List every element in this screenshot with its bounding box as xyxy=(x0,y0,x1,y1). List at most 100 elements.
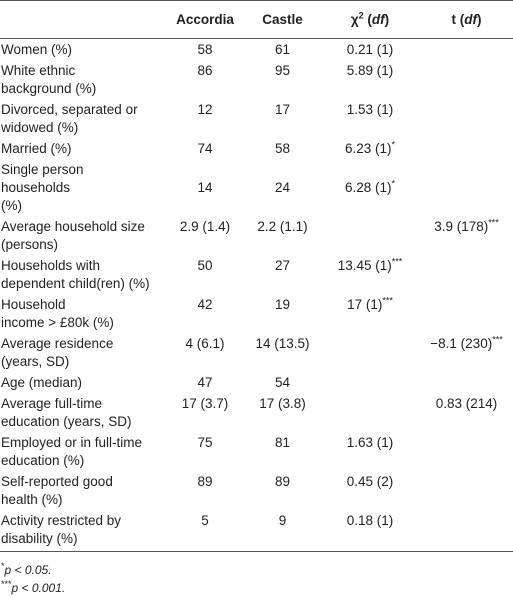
value-cell xyxy=(420,432,513,471)
value-cell: 0.45 (2) xyxy=(346,473,394,489)
label-line: households xyxy=(1,179,71,195)
value-cell xyxy=(420,471,513,510)
table-row: Average household size (persons) 2.9 (1.4)… xyxy=(0,216,513,255)
value-cell: 0.18 (1) xyxy=(320,510,420,552)
row-label: Households with dependent child(ren) (%) xyxy=(0,255,165,294)
table-body: Women (%) 58 61 0.21 (1) White ethnic backgro… xyxy=(0,39,513,552)
value-cell: 1.63 (1) xyxy=(346,434,394,450)
value-cell: 6.28 (1)* xyxy=(344,178,396,195)
label-line: Average residence xyxy=(1,335,114,351)
value-cell: 5.89 (1) xyxy=(346,62,394,78)
header-row: Accordia Castle χ2 (df) t (df) xyxy=(0,0,513,39)
label-line: Divorced, separated or xyxy=(1,101,138,117)
value-cell: 95 xyxy=(274,62,291,78)
label-line: Age (median) xyxy=(1,374,83,390)
row-label: Household income > £80k (%) xyxy=(0,294,165,333)
significance: *** xyxy=(492,334,503,344)
value-cell: 27 xyxy=(274,257,291,273)
footnote: ***p < 0.001. xyxy=(1,579,513,597)
footnote: *p < 0.05. xyxy=(1,561,513,579)
value-cell: 9 xyxy=(245,510,320,552)
value-cell: 2.2 (1.1) xyxy=(257,218,308,234)
table-row: Divorced, separated or widowed (%) 12 17 1.5… xyxy=(0,99,513,138)
label-line: background (%) xyxy=(1,80,97,96)
value-cell: 14 (13.5) xyxy=(255,335,310,351)
value-cell xyxy=(420,294,513,333)
label-line: Households with dependent child(ren) (%) xyxy=(1,257,150,291)
label-line: Self-reported good xyxy=(1,473,113,489)
table-row: Age (median) 47 54 xyxy=(0,372,513,393)
text-part: 2 xyxy=(358,10,364,21)
label-line: Employed or in full-time xyxy=(1,434,143,450)
value-cell xyxy=(420,138,513,159)
significance: * xyxy=(391,178,396,188)
row-label: Age (median) xyxy=(0,372,165,393)
value-cell: 19 xyxy=(274,296,291,312)
text-part: ) xyxy=(384,12,390,27)
value-cell: 6.23 (1)* xyxy=(344,139,396,156)
column-header: t (df) xyxy=(420,0,513,39)
text-part: ( xyxy=(363,12,372,27)
label-line: (years, SD) xyxy=(1,353,70,369)
significance: *** xyxy=(382,295,393,305)
value-cell xyxy=(320,216,420,255)
label-line: Women (%) xyxy=(1,41,73,57)
value-cell xyxy=(320,372,420,393)
row-label: Self-reported good health (%) xyxy=(0,471,165,510)
table-row: Self-reported good health (%) 89 89 0.45 (2) xyxy=(0,471,513,510)
value-cell: 61 xyxy=(274,41,291,57)
value-cell xyxy=(420,60,513,99)
row-label: Average household size (persons) xyxy=(0,216,165,255)
value-cell: 13.45 (1)*** xyxy=(337,256,403,273)
value-cell xyxy=(420,372,513,393)
value-cell: 89 xyxy=(274,473,291,489)
value-cell xyxy=(420,510,513,552)
text-part: *** xyxy=(1,578,12,589)
significance: *** xyxy=(488,217,499,227)
text-part: t ( xyxy=(451,12,465,27)
row-label: Average full-time education (years, SD) xyxy=(0,393,165,432)
table-row: Average residence (years, SD) 4 (6.1) 14 (1… xyxy=(0,333,513,372)
value-cell: 58 xyxy=(274,140,291,156)
label-line: (%) xyxy=(1,197,22,213)
label-line: income > £80k (%) xyxy=(1,314,114,330)
value-cell: 14 xyxy=(197,179,213,195)
value-cell xyxy=(420,159,513,216)
label-line: Single person xyxy=(1,161,84,177)
row-label: Average residence (years, SD) xyxy=(0,333,165,372)
column-header: Castle xyxy=(245,0,320,39)
text-part: Accordia xyxy=(176,12,234,27)
table-row: Average full-time education (years, SD) 17… xyxy=(0,393,513,432)
value-cell: −8.1 (230)*** xyxy=(430,334,503,351)
value-cell xyxy=(320,333,420,372)
value-cell: 89 xyxy=(197,473,213,489)
table-row: Household income > £80k (%) 42 19 17 (1)*** xyxy=(0,294,513,333)
value-cell: 74 xyxy=(197,140,213,156)
column-header: χ2 (df) xyxy=(320,0,420,39)
text-part: χ xyxy=(350,12,359,27)
label-line: disability (%) xyxy=(1,530,78,546)
header-cell xyxy=(0,0,165,39)
table-row: Women (%) 58 61 0.21 (1) xyxy=(0,39,513,61)
significance: * xyxy=(391,139,396,149)
label-line: Married (%) xyxy=(1,140,72,156)
table-row: Married (%) 74 58 6.23 (1)* xyxy=(0,138,513,159)
row-label: Single person households (%) xyxy=(0,159,165,216)
value-cell xyxy=(420,255,513,294)
value-cell: 12 xyxy=(197,101,213,117)
label-line: education (years, SD) xyxy=(1,413,132,429)
value-cell: 3.9 (178)*** xyxy=(434,217,499,234)
label-line: education (%) xyxy=(1,452,85,468)
column-header: Accordia xyxy=(165,0,245,39)
row-label: Activity restricted by disability (%) xyxy=(0,510,165,552)
value-cell: 5 xyxy=(165,510,245,552)
row-label: Women (%) xyxy=(0,39,165,61)
label-line: Household xyxy=(1,296,66,312)
value-cell: 1.53 (1) xyxy=(346,101,394,117)
text-part: p < 0.001. xyxy=(11,580,66,595)
value-cell: 24 xyxy=(274,179,291,195)
value-cell xyxy=(320,393,420,432)
value-cell: 2.9 (1.4) xyxy=(179,218,231,234)
value-cell xyxy=(420,99,513,138)
